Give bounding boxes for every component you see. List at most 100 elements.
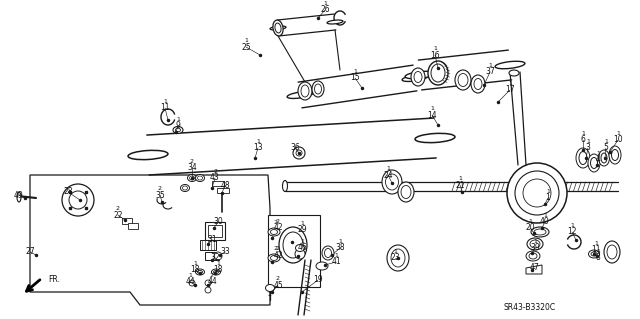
Text: 47: 47 [530, 263, 540, 272]
Text: 1: 1 [594, 241, 598, 246]
Ellipse shape [271, 229, 278, 234]
Ellipse shape [401, 186, 411, 198]
Ellipse shape [17, 192, 21, 202]
Text: 1: 1 [543, 213, 547, 218]
Text: 18: 18 [190, 265, 200, 275]
Text: 26: 26 [320, 5, 330, 14]
Circle shape [69, 191, 87, 209]
Text: 19: 19 [313, 276, 323, 285]
Bar [122, 218, 132, 224]
Ellipse shape [287, 92, 313, 99]
Ellipse shape [509, 70, 519, 76]
Ellipse shape [414, 71, 422, 83]
Polygon shape [526, 265, 542, 274]
Text: 42: 42 [273, 250, 283, 259]
Ellipse shape [591, 158, 598, 168]
Text: 1: 1 [546, 194, 550, 203]
Ellipse shape [458, 73, 468, 86]
Ellipse shape [455, 70, 471, 90]
Ellipse shape [598, 150, 609, 166]
Text: 2: 2 [213, 169, 217, 174]
Ellipse shape [391, 249, 405, 267]
Text: 1: 1 [508, 81, 512, 86]
Ellipse shape [283, 232, 303, 258]
Text: 49: 49 [13, 190, 23, 199]
Ellipse shape [268, 228, 280, 236]
Text: 1: 1 [616, 131, 620, 136]
Text: 43: 43 [210, 174, 220, 182]
Ellipse shape [405, 71, 435, 79]
Polygon shape [298, 65, 417, 108]
Text: 1: 1 [458, 176, 462, 181]
Text: 24: 24 [383, 170, 393, 180]
Ellipse shape [279, 227, 307, 263]
Polygon shape [147, 118, 436, 175]
Circle shape [214, 252, 222, 260]
Polygon shape [30, 175, 270, 305]
Ellipse shape [298, 82, 312, 100]
Ellipse shape [198, 176, 202, 180]
Bar [205, 222, 225, 240]
Text: 1: 1 [193, 261, 197, 266]
Text: 36: 36 [290, 144, 300, 152]
Ellipse shape [182, 186, 188, 190]
Text: 1: 1 [586, 139, 590, 144]
Ellipse shape [402, 75, 428, 81]
Ellipse shape [530, 240, 540, 248]
Ellipse shape [415, 133, 455, 143]
Ellipse shape [324, 249, 332, 257]
Text: 1: 1 [300, 221, 304, 226]
Text: 45: 45 [273, 280, 283, 290]
Ellipse shape [611, 150, 618, 160]
Ellipse shape [270, 26, 286, 30]
Text: 31: 31 [207, 235, 217, 244]
Text: SR43-B3320C: SR43-B3320C [504, 303, 556, 313]
Text: 4: 4 [596, 155, 600, 165]
Ellipse shape [173, 127, 183, 133]
Text: 2: 2 [276, 276, 280, 281]
Text: 5: 5 [604, 144, 609, 152]
Text: 2: 2 [268, 293, 272, 298]
Ellipse shape [268, 254, 280, 262]
Bar [212, 181, 224, 186]
Ellipse shape [526, 251, 540, 261]
Ellipse shape [385, 174, 399, 190]
Text: 18: 18 [213, 265, 223, 275]
Text: 1: 1 [546, 189, 550, 194]
Ellipse shape [266, 285, 275, 292]
Text: 22: 22 [113, 211, 123, 219]
Ellipse shape [589, 250, 600, 258]
Circle shape [205, 280, 211, 286]
Circle shape [515, 171, 559, 215]
Ellipse shape [195, 174, 205, 182]
Text: 8: 8 [596, 254, 600, 263]
Bar [128, 223, 138, 229]
Text: 11: 11 [591, 246, 601, 255]
Text: 42: 42 [273, 224, 283, 233]
Text: 1: 1 [216, 261, 220, 266]
Ellipse shape [428, 61, 448, 85]
Text: 37: 37 [485, 68, 495, 77]
Text: 1: 1 [176, 117, 180, 122]
Text: 23: 23 [390, 254, 400, 263]
Text: 1: 1 [338, 239, 342, 244]
Text: 1: 1 [188, 273, 192, 278]
Text: 2: 2 [276, 219, 280, 224]
Text: 1: 1 [323, 1, 327, 6]
Text: 30: 30 [213, 218, 223, 226]
Ellipse shape [175, 128, 180, 132]
Text: 48: 48 [220, 181, 230, 189]
Text: 1: 1 [244, 38, 248, 43]
Polygon shape [277, 14, 336, 36]
Bar [268, 215, 320, 287]
Circle shape [62, 184, 94, 216]
Ellipse shape [198, 271, 202, 273]
Ellipse shape [314, 84, 321, 94]
Bar [217, 188, 229, 193]
Text: 1: 1 [570, 223, 574, 228]
Text: 1: 1 [581, 131, 585, 136]
Text: 44: 44 [207, 278, 217, 286]
Text: 1: 1 [393, 249, 397, 254]
Ellipse shape [211, 269, 221, 275]
Ellipse shape [579, 152, 587, 165]
